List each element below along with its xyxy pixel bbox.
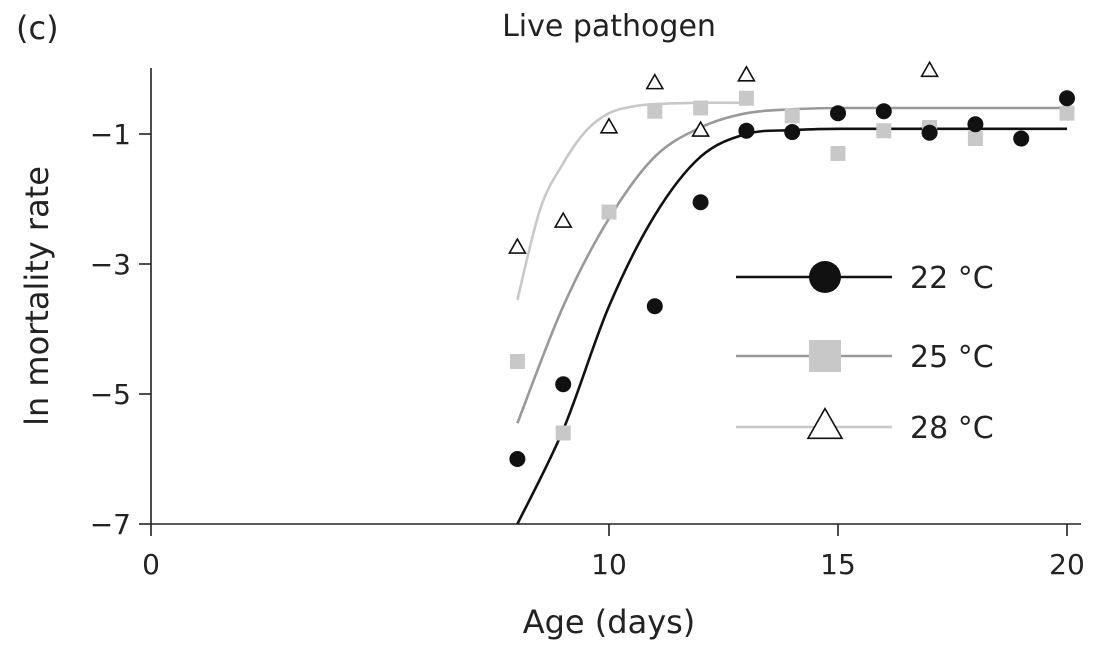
data-point-circle: [555, 376, 572, 393]
y-tick-label: −7: [90, 508, 131, 541]
data-point-circle: [921, 124, 938, 141]
data-point-triangle: [645, 73, 665, 90]
data-point-square: [601, 204, 617, 220]
data-point-square: [967, 131, 983, 147]
data-point-square: [738, 90, 754, 106]
data-point-triangle: [599, 117, 619, 134]
data-point-triangle: [691, 120, 710, 137]
fit-line-triangle: [516, 101, 747, 301]
data-point-square: [830, 146, 846, 161]
data-point-square: [784, 108, 800, 124]
x-tick-label: 15: [820, 548, 856, 581]
data-point-circle: [692, 194, 709, 211]
data-point-circle: [1059, 90, 1075, 107]
data-point-triangle: [920, 60, 939, 78]
data-point-circle: [784, 124, 801, 141]
legend-marker-square: [809, 340, 841, 372]
x-tick-label: 10: [591, 548, 627, 581]
data-point-square: [509, 354, 525, 369]
data-point-square: [693, 100, 709, 116]
legend-label: 28 °C: [910, 411, 994, 446]
legend-label: 22 °C: [910, 261, 994, 296]
data-point-circle: [1013, 130, 1030, 147]
y-tick-label: −5: [90, 378, 131, 411]
fit-line-square: [516, 106, 1067, 424]
x-axis-title: Age (days): [523, 603, 696, 641]
data-point-square: [1059, 105, 1075, 121]
data-point-triangle: [508, 237, 527, 254]
chart-title: Live pathogen: [502, 9, 716, 44]
data-point-circle: [875, 103, 892, 120]
x-tick-label: 20: [1049, 548, 1085, 581]
data-point-square: [876, 123, 892, 139]
panel-label: (c): [16, 9, 59, 47]
x-tick-label: 0: [142, 548, 160, 581]
legend-label: 25 °C: [910, 340, 994, 375]
data-point-circle: [646, 298, 663, 315]
data-point-square: [647, 103, 663, 119]
fit-line-circle: [516, 127, 1067, 525]
data-point-square: [555, 425, 571, 441]
data-point-triangle: [553, 211, 573, 228]
legend-marker-triangle: [806, 406, 844, 440]
y-tick-label: −1: [90, 118, 131, 151]
y-tick-label: −3: [90, 248, 131, 281]
data-point-circle: [830, 105, 846, 122]
data-point-circle: [738, 122, 755, 139]
y-axis-title: ln mortality rate: [18, 166, 56, 426]
data-point-triangle: [737, 65, 756, 82]
data-point-circle: [967, 116, 984, 133]
data-point-circle: [509, 451, 526, 467]
legend-marker-circle: [809, 261, 841, 293]
